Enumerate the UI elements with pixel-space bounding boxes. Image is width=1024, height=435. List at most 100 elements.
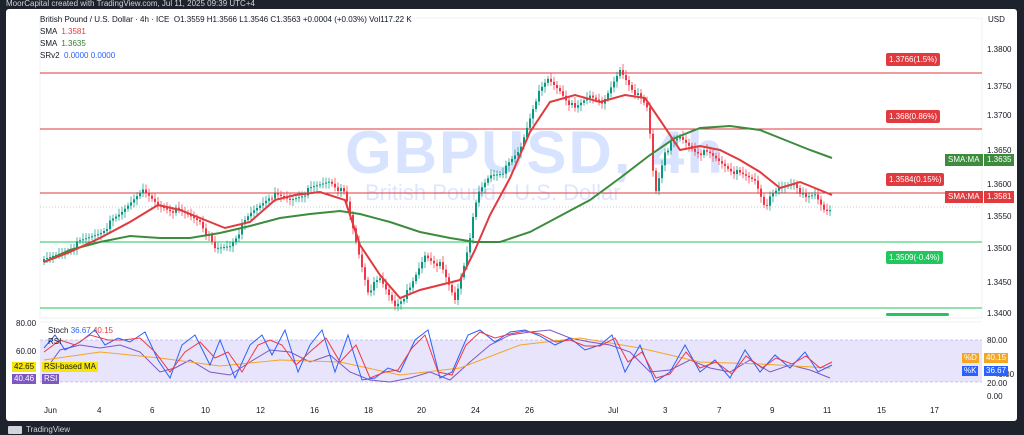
- candle-body: [328, 181, 330, 183]
- candle-body: [595, 97, 597, 100]
- candle-body: [550, 78, 552, 82]
- candle-body: [130, 202, 132, 206]
- candle-body: [316, 185, 318, 187]
- candle-body: [115, 216, 117, 219]
- candle-body: [418, 268, 420, 275]
- candle-body: [640, 93, 642, 98]
- candle-body: [553, 81, 555, 85]
- candle-body: [754, 179, 756, 181]
- candle-body: [538, 90, 540, 102]
- candle-body: [496, 174, 498, 176]
- created-caption: MoorCapital created with TradingView.com…: [0, 0, 1024, 8]
- candle-body: [220, 247, 222, 249]
- legend-srv-row[interactable]: SRv2 0.0000 0.0000: [40, 50, 412, 62]
- candle-body: [271, 198, 273, 200]
- candle-body: [703, 150, 705, 155]
- time-tick: 16: [310, 406, 319, 415]
- candle-body: [238, 234, 240, 239]
- candle-body: [457, 288, 459, 300]
- candle-body: [403, 299, 405, 302]
- candle-body: [580, 102, 582, 106]
- candle-body: [76, 241, 78, 249]
- candle-body: [631, 85, 633, 90]
- time-tick: 3: [663, 406, 668, 415]
- legend-sma2-row[interactable]: SMA 1.3635: [40, 38, 412, 50]
- candle-body: [562, 91, 564, 96]
- candle-body: [655, 170, 657, 192]
- candle-body: [583, 100, 585, 103]
- sma-fast-tag-label: SMA:MA: [948, 192, 980, 201]
- instrument-title: British Pound / U.S. Dollar · 4h · ICE: [40, 15, 170, 24]
- candle-body: [337, 187, 339, 191]
- candle-body: [379, 278, 381, 281]
- level-tag-r2[interactable]: 1.368(0.86%): [886, 110, 941, 123]
- candle-body: [628, 80, 630, 85]
- footer-bar: [0, 424, 1024, 435]
- candle-body: [706, 150, 708, 152]
- time-tick: Jun: [44, 406, 57, 415]
- candle-body: [511, 158, 513, 163]
- time-tick: 20: [417, 406, 426, 415]
- candle-body: [43, 259, 45, 262]
- candle-body: [658, 178, 660, 192]
- candle-body: [430, 258, 432, 261]
- tradingview-brand-text: TradingView: [26, 425, 71, 434]
- candle-body: [388, 289, 390, 295]
- level-tag-r1[interactable]: 1.3766(1.5%): [886, 53, 941, 66]
- candle-body: [232, 242, 234, 247]
- stoch-d-tag-value: 40.15: [984, 353, 1009, 363]
- candle-body: [292, 199, 294, 201]
- candle-body: [166, 208, 168, 210]
- rsi-row[interactable]: RSI: [48, 336, 113, 347]
- candle-body: [763, 196, 765, 205]
- candle-body: [334, 183, 336, 188]
- candle-body: [481, 187, 483, 192]
- candle-body: [235, 238, 237, 243]
- level-tag-r3[interactable]: 1.3584(0.15%): [886, 173, 945, 186]
- candle-body: [823, 204, 825, 210]
- level-tag-s2[interactable]: [886, 313, 949, 316]
- candle-body: [637, 93, 639, 95]
- candle-body: [532, 109, 534, 119]
- candle-body: [319, 184, 321, 186]
- candle-body: [175, 207, 177, 213]
- candle-body: [142, 189, 144, 193]
- candle-body: [745, 174, 747, 176]
- legend-sma1-row[interactable]: SMA 1.3581: [40, 26, 412, 38]
- candle-body: [541, 86, 543, 91]
- candle-body: [382, 278, 384, 284]
- candle-body: [484, 182, 486, 188]
- candle-body: [670, 142, 672, 151]
- candle-body: [607, 93, 609, 99]
- candle-body: [694, 148, 696, 152]
- candle-body: [820, 199, 822, 205]
- candle-body: [298, 197, 300, 199]
- candle-body: [229, 246, 231, 248]
- candle-body: [715, 155, 717, 159]
- time-tick: 17: [930, 406, 939, 415]
- stoch-row[interactable]: Stoch 36.67 40.15: [48, 325, 113, 336]
- rsi-badge-value: 40.46: [12, 374, 37, 384]
- candle-body: [217, 247, 219, 249]
- candle-body: [772, 193, 774, 197]
- level-tag-s1[interactable]: 1.3509(-0.4%): [886, 251, 943, 264]
- ohlc-values: O1.3559 H1.3566 L1.3546 C1.3563 +0.0004 …: [173, 15, 412, 24]
- candle-body: [667, 150, 669, 153]
- sma2-value: 1.3635: [61, 39, 86, 48]
- candle-body: [199, 220, 201, 222]
- candle-body: [646, 102, 648, 108]
- price-tick: 1.3650: [987, 146, 1012, 155]
- candle-body: [571, 103, 573, 105]
- candle-body: [301, 196, 303, 198]
- candle-body: [85, 238, 87, 240]
- srv-values: 0.0000 0.0000: [64, 51, 116, 60]
- legend-title-row[interactable]: British Pound / U.S. Dollar · 4h · ICE O…: [40, 14, 412, 26]
- candle-body: [814, 194, 816, 196]
- candle-body: [688, 142, 690, 146]
- candlesticks: [43, 64, 831, 312]
- candle-body: [472, 217, 474, 238]
- tradingview-logo: TradingView: [8, 425, 70, 434]
- candle-body: [475, 202, 477, 217]
- candle-body: [487, 178, 489, 183]
